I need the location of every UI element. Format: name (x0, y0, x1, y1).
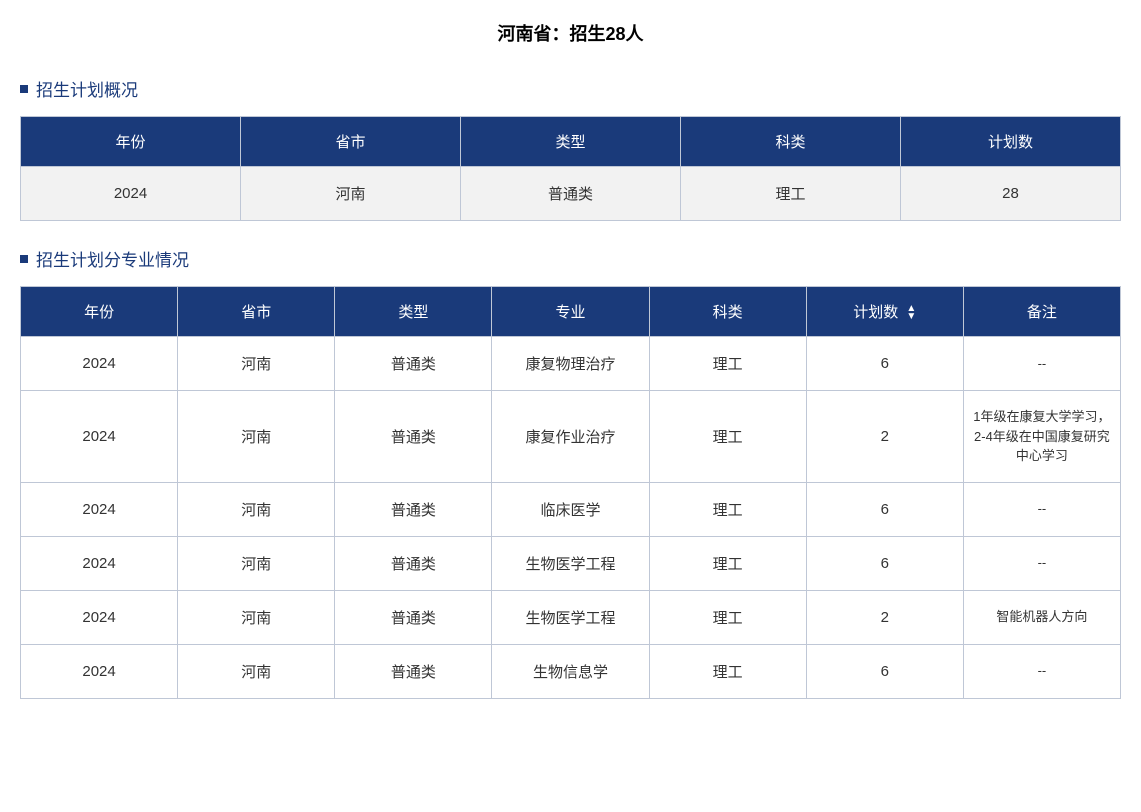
detail-cell: 康复作业治疗 (492, 391, 649, 483)
detail-table: 年份 省市 类型 专业 科类 计划数 备注 2024河南普通类康复物理治疗理工6… (20, 286, 1121, 699)
detail-row: 2024河南普通类生物信息学理工6-- (21, 644, 1121, 698)
detail-col-note: 备注 (963, 287, 1120, 337)
overview-table: 年份 省市 类型 科类 计划数 2024 河南 普通类 理工 28 (20, 116, 1121, 221)
detail-cell: 河南 (178, 536, 335, 590)
detail-cell: -- (963, 482, 1120, 536)
detail-col-type: 类型 (335, 287, 492, 337)
overview-header-row: 年份 省市 类型 科类 计划数 (21, 117, 1121, 167)
detail-row: 2024河南普通类康复作业治疗理工21年级在康复大学学习，2-4年级在中国康复研… (21, 391, 1121, 483)
detail-cell: 河南 (178, 644, 335, 698)
detail-cell: -- (963, 536, 1120, 590)
detail-cell: 6 (806, 644, 963, 698)
detail-cell: 2 (806, 391, 963, 483)
detail-cell: 2024 (21, 482, 178, 536)
detail-cell: 河南 (178, 482, 335, 536)
detail-cell: 2 (806, 590, 963, 644)
overview-section-header: 招生计划概况 (20, 76, 1121, 101)
detail-cell: 理工 (649, 590, 806, 644)
detail-cell: 智能机器人方向 (963, 590, 1120, 644)
detail-cell: 2024 (21, 337, 178, 391)
detail-cell: 1年级在康复大学学习，2-4年级在中国康复研究中心学习 (963, 391, 1120, 483)
overview-cell-year: 2024 (21, 167, 241, 221)
detail-row: 2024河南普通类生物医学工程理工6-- (21, 536, 1121, 590)
overview-col-year: 年份 (21, 117, 241, 167)
detail-cell: 6 (806, 337, 963, 391)
overview-cell-type: 普通类 (461, 167, 681, 221)
detail-cell: 理工 (649, 391, 806, 483)
detail-cell: 普通类 (335, 337, 492, 391)
overview-section: 招生计划概况 年份 省市 类型 科类 计划数 2024 河南 普通类 理工 28 (20, 76, 1121, 221)
detail-section-title: 招生计划分专业情况 (36, 246, 189, 271)
detail-cell: 生物信息学 (492, 644, 649, 698)
detail-header-row: 年份 省市 类型 专业 科类 计划数 备注 (21, 287, 1121, 337)
overview-cell-count: 28 (901, 167, 1121, 221)
detail-cell: 理工 (649, 644, 806, 698)
overview-section-title: 招生计划概况 (36, 76, 138, 101)
detail-cell: -- (963, 644, 1120, 698)
detail-row: 2024河南普通类生物医学工程理工2智能机器人方向 (21, 590, 1121, 644)
detail-col-count-sortable[interactable]: 计划数 (806, 287, 963, 337)
detail-cell: -- (963, 337, 1120, 391)
sort-icon (906, 305, 916, 321)
detail-section-header: 招生计划分专业情况 (20, 246, 1121, 271)
detail-cell: 2024 (21, 590, 178, 644)
detail-cell: 6 (806, 482, 963, 536)
detail-cell: 理工 (649, 482, 806, 536)
detail-cell: 6 (806, 536, 963, 590)
bullet-icon (20, 85, 28, 93)
detail-cell: 康复物理治疗 (492, 337, 649, 391)
detail-cell: 河南 (178, 337, 335, 391)
detail-cell: 2024 (21, 391, 178, 483)
detail-col-province: 省市 (178, 287, 335, 337)
detail-cell: 河南 (178, 391, 335, 483)
detail-cell: 生物医学工程 (492, 590, 649, 644)
detail-cell: 理工 (649, 337, 806, 391)
detail-cell: 2024 (21, 644, 178, 698)
overview-col-subject: 科类 (681, 117, 901, 167)
detail-cell: 理工 (649, 536, 806, 590)
detail-row: 2024河南普通类临床医学理工6-- (21, 482, 1121, 536)
detail-cell: 河南 (178, 590, 335, 644)
detail-section: 招生计划分专业情况 年份 省市 类型 专业 科类 计划数 备注 2024河南普通… (20, 246, 1121, 699)
overview-cell-province: 河南 (241, 167, 461, 221)
detail-cell: 普通类 (335, 590, 492, 644)
detail-cell: 普通类 (335, 644, 492, 698)
detail-cell: 普通类 (335, 536, 492, 590)
bullet-icon (20, 255, 28, 263)
detail-cell: 临床医学 (492, 482, 649, 536)
page-title: 河南省：招生28人 (20, 20, 1121, 46)
overview-cell-subject: 理工 (681, 167, 901, 221)
detail-cell: 生物医学工程 (492, 536, 649, 590)
detail-cell: 2024 (21, 536, 178, 590)
detail-cell: 普通类 (335, 482, 492, 536)
detail-col-year: 年份 (21, 287, 178, 337)
detail-col-subject: 科类 (649, 287, 806, 337)
overview-col-count: 计划数 (901, 117, 1121, 167)
overview-row: 2024 河南 普通类 理工 28 (21, 167, 1121, 221)
overview-col-province: 省市 (241, 117, 461, 167)
detail-col-major: 专业 (492, 287, 649, 337)
overview-col-type: 类型 (461, 117, 681, 167)
detail-row: 2024河南普通类康复物理治疗理工6-- (21, 337, 1121, 391)
detail-cell: 普通类 (335, 391, 492, 483)
detail-col-count-label: 计划数 (853, 304, 898, 321)
